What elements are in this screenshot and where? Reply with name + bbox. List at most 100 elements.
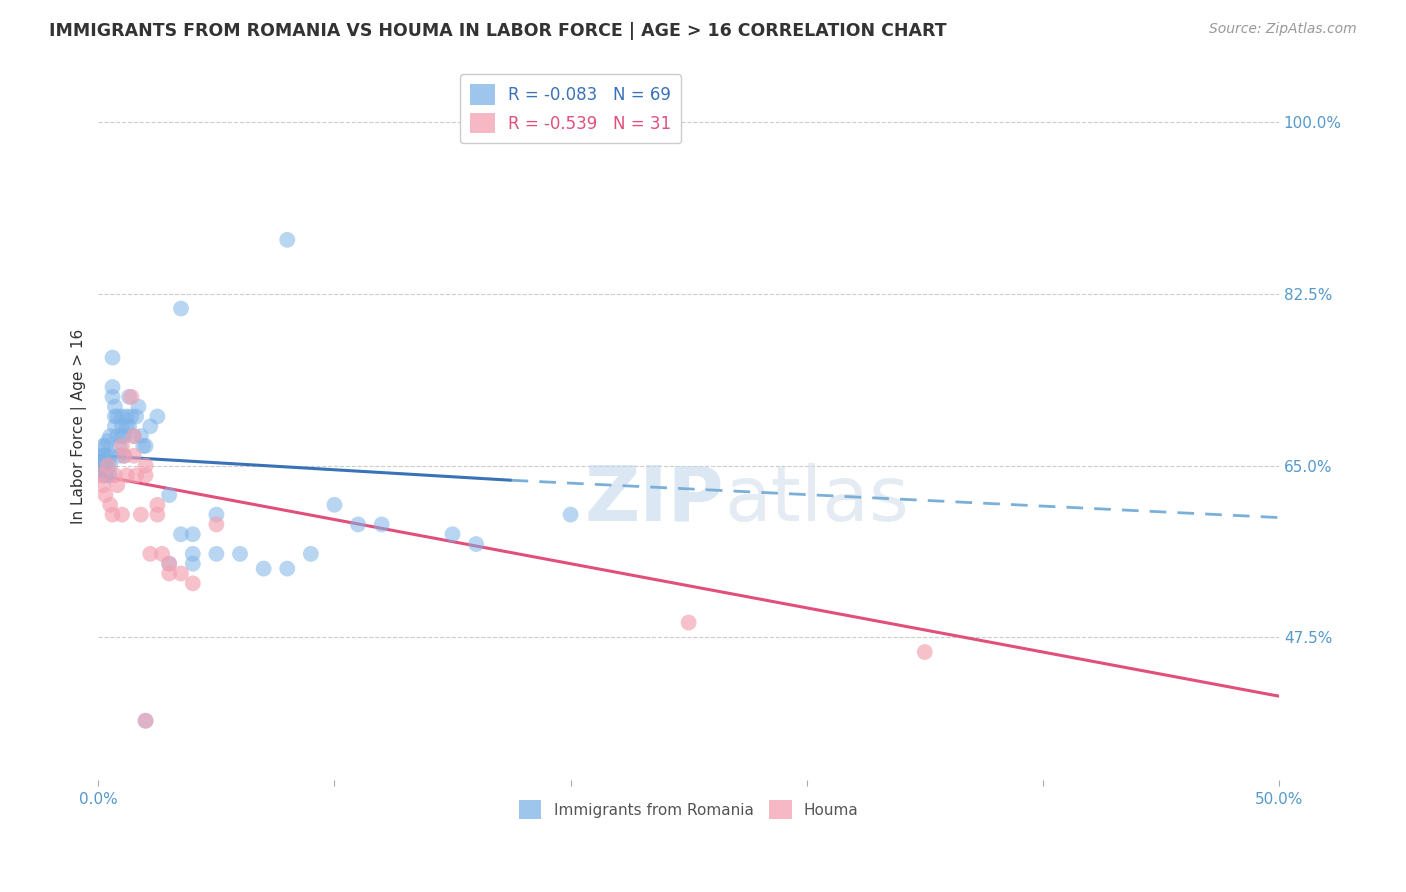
Point <box>118 419 141 434</box>
Point <box>94 458 117 473</box>
Point <box>97 458 120 473</box>
Point <box>157 566 180 581</box>
Point <box>122 449 145 463</box>
Point <box>120 409 142 424</box>
Point <box>146 409 169 424</box>
Text: IMMIGRANTS FROM ROMANIA VS HOUMA IN LABOR FORCE | AGE > 16 CORRELATION CHART: IMMIGRANTS FROM ROMANIA VS HOUMA IN LABO… <box>49 22 946 40</box>
Point <box>104 409 127 424</box>
Point <box>157 488 180 502</box>
Point <box>135 458 157 473</box>
Point <box>105 429 128 443</box>
Point <box>205 517 228 532</box>
Point <box>104 468 127 483</box>
Point <box>111 409 134 424</box>
Point <box>125 468 148 483</box>
Point <box>139 419 162 434</box>
Point <box>112 449 135 463</box>
Point <box>108 439 131 453</box>
Point <box>135 439 157 453</box>
Point <box>253 561 276 575</box>
Y-axis label: In Labor Force | Age > 16: In Labor Force | Age > 16 <box>72 328 87 524</box>
Point <box>105 409 128 424</box>
Point <box>129 508 152 522</box>
Legend: Immigrants from Romania, Houma: Immigrants from Romania, Houma <box>512 794 865 825</box>
Point <box>111 429 134 443</box>
Point <box>108 449 131 463</box>
Point <box>347 517 370 532</box>
Point <box>101 351 124 365</box>
Point <box>112 429 135 443</box>
Point <box>146 508 169 522</box>
Point <box>115 468 138 483</box>
Point <box>91 478 114 492</box>
Point <box>94 453 117 467</box>
Point <box>441 527 464 541</box>
Text: Source: ZipAtlas.com: Source: ZipAtlas.com <box>1209 22 1357 37</box>
Point <box>150 547 173 561</box>
Point <box>94 468 117 483</box>
Point <box>181 527 204 541</box>
Point <box>91 449 114 463</box>
Point <box>170 301 193 316</box>
Point <box>101 380 124 394</box>
Point <box>678 615 700 630</box>
Point <box>115 419 138 434</box>
Point <box>323 498 346 512</box>
Point <box>112 449 135 463</box>
Point <box>98 429 121 443</box>
Point <box>90 449 112 463</box>
Point <box>90 468 112 483</box>
Point <box>914 645 936 659</box>
Point <box>91 458 114 473</box>
Point <box>205 547 228 561</box>
Point <box>276 233 298 247</box>
Point <box>135 468 157 483</box>
Point <box>115 409 138 424</box>
Point <box>125 409 148 424</box>
Point <box>170 566 193 581</box>
Point <box>98 449 121 463</box>
Point <box>139 547 162 561</box>
Point <box>205 508 228 522</box>
Point <box>97 458 120 473</box>
Point <box>98 498 121 512</box>
Point <box>97 434 120 448</box>
Point <box>135 714 157 728</box>
Point <box>276 561 298 575</box>
Point <box>101 390 124 404</box>
Point <box>299 547 322 561</box>
Text: ZIP: ZIP <box>585 463 724 537</box>
Point <box>181 576 204 591</box>
Point <box>94 488 117 502</box>
Point <box>111 508 134 522</box>
Point <box>105 478 128 492</box>
Point <box>97 449 120 463</box>
Point <box>181 557 204 571</box>
Point <box>181 547 204 561</box>
Text: atlas: atlas <box>724 463 908 537</box>
Point <box>129 429 152 443</box>
Point <box>98 458 121 473</box>
Point <box>135 714 157 728</box>
Point <box>127 400 149 414</box>
Point <box>170 527 193 541</box>
Point <box>146 498 169 512</box>
Point <box>98 468 121 483</box>
Point <box>91 468 114 483</box>
Point <box>90 458 112 473</box>
Point <box>157 557 180 571</box>
Point <box>90 463 112 477</box>
Point <box>94 439 117 453</box>
Point <box>91 439 114 453</box>
Point <box>122 429 145 443</box>
Point <box>111 419 134 434</box>
Point <box>104 419 127 434</box>
Point <box>370 517 392 532</box>
Point <box>118 390 141 404</box>
Point <box>104 400 127 414</box>
Point <box>111 439 134 453</box>
Point <box>229 547 252 561</box>
Point <box>560 508 582 522</box>
Point <box>465 537 488 551</box>
Point <box>122 429 145 443</box>
